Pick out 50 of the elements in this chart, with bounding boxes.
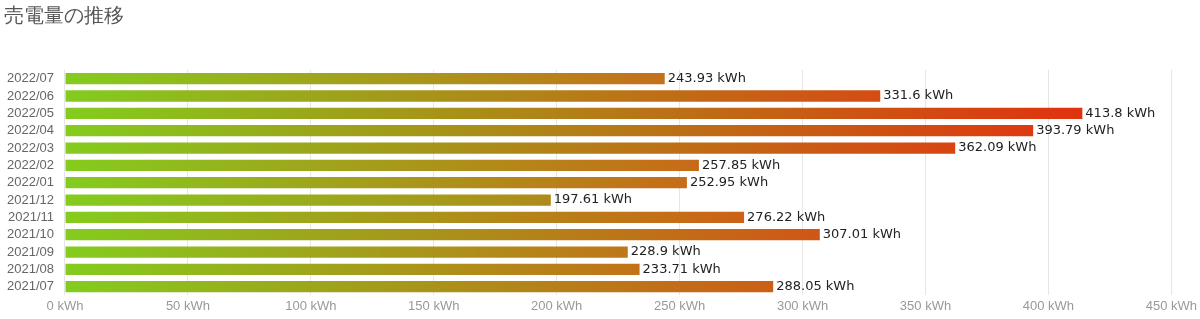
bar [65,90,881,102]
y-tick-label: 2022/05 [6,104,54,120]
x-tick-label: 250 kWh [653,297,706,313]
data-label: 197.61 kWh [553,191,633,207]
y-tick-label: 2022/03 [6,139,54,155]
x-tick-label: 50 kWh [165,297,210,313]
y-tick-label: 2022/06 [6,87,54,103]
x-tick-label: 350 kWh [899,297,952,313]
data-label: 413.8 kWh [1085,104,1156,120]
y-tick-label: 2022/07 [6,70,54,86]
data-label: 252.95 kWh [689,174,769,190]
y-tick-label: 2022/04 [6,122,54,138]
data-label: 257.85 kWh [701,156,781,172]
y-tick-label: 2022/02 [6,156,54,172]
bar [65,125,1034,137]
bar [65,142,956,154]
x-tick-label: 100 kWh [285,297,337,313]
data-label: 307.01 kWh [822,226,902,242]
bar [65,246,628,258]
data-label: 331.6 kWh [883,87,954,103]
y-tick-label: 2021/09 [6,243,54,259]
y-tick-label: 2021/08 [6,260,54,276]
y-tick-label: 2021/07 [6,278,54,294]
data-label: 233.71 kWh [642,260,721,276]
data-label: 288.05 kWh [776,278,855,294]
bar [65,281,774,293]
bar [65,73,665,85]
bar [65,177,687,189]
x-tick-label: 450 kWh [1145,297,1198,313]
y-tick-label: 2022/01 [6,174,54,190]
x-tick-label: 400 kWh [1022,297,1075,313]
bar [65,159,699,171]
data-label: 243.93 kWh [667,70,746,86]
chart-title: 売電量の推移 [4,2,124,29]
bar [65,194,551,206]
x-tick-label: 200 kWh [531,297,583,313]
data-label: 276.22 kWh [747,208,826,224]
bar [65,229,820,241]
bar [65,107,1083,119]
y-tick-label: 2021/10 [6,226,54,242]
bar [65,211,745,224]
bar [65,263,640,276]
data-label: 228.9 kWh [630,243,701,259]
y-tick-label: 2021/11 [7,208,54,224]
x-tick-label: 300 kWh [776,297,829,313]
x-tick-label: 0 kWh [46,297,84,313]
x-tick-label: 150 kWh [408,297,460,313]
y-tick-label: 2021/12 [6,191,54,207]
data-label: 393.79 kWh [1036,122,1115,138]
data-label: 362.09 kWh [958,139,1037,155]
